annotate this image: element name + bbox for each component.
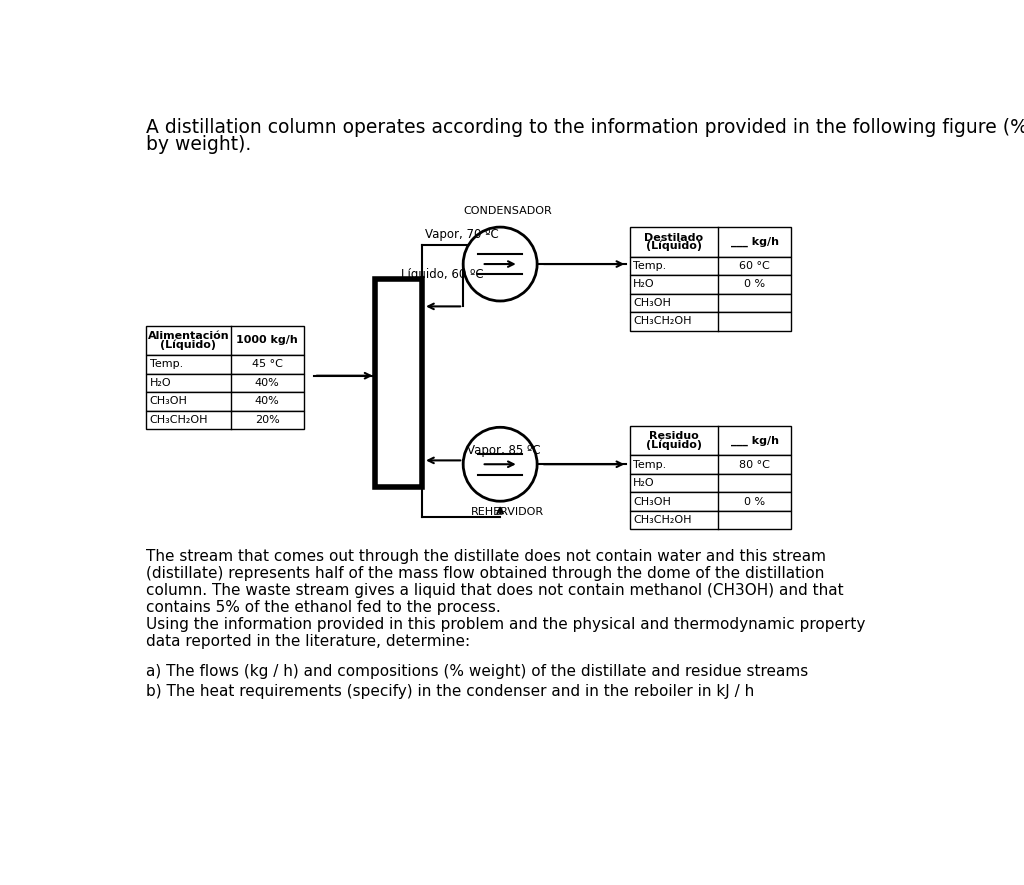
Bar (630, 473, 792, 492)
Bar (630, 257, 792, 275)
Text: Residuo: Residuo (649, 431, 698, 442)
Text: 0 %: 0 % (744, 496, 765, 506)
Text: 45 °C: 45 °C (252, 359, 283, 369)
Text: 0 %: 0 % (744, 280, 765, 289)
Bar (376, 280, 422, 488)
Ellipse shape (463, 427, 538, 501)
Text: Vapor, 85 ºC: Vapor, 85 ºC (467, 443, 541, 457)
Bar (146, 355, 304, 373)
Text: column. The waste stream gives a liquid that does not contain methanol (CH3OH) a: column. The waste stream gives a liquid … (146, 583, 844, 598)
Text: CH₃CH₂OH: CH₃CH₂OH (634, 316, 692, 327)
Text: by weight).: by weight). (146, 135, 251, 154)
Text: REHERVIDOR: REHERVIDOR (471, 507, 545, 518)
Text: ___ kg/h: ___ kg/h (731, 435, 778, 446)
Text: Líquido, 60 ºC: Líquido, 60 ºC (401, 268, 483, 281)
Text: b) The heat requirements (specify) in the condenser and in the reboiler in kJ / : b) The heat requirements (specify) in th… (146, 684, 755, 699)
Text: 1000 kg/h: 1000 kg/h (237, 335, 298, 345)
Text: (distillate) represents half of the mass flow obtained through the dome of the d: (distillate) represents half of the mass… (146, 566, 824, 581)
Text: (Líquido): (Líquido) (646, 440, 701, 450)
Bar (630, 426, 792, 455)
Bar (630, 312, 792, 331)
Text: Temp.: Temp. (634, 459, 667, 470)
Text: Destilado: Destilado (644, 233, 703, 242)
Bar (630, 455, 792, 473)
Text: Vapor, 70 ºC: Vapor, 70 ºC (425, 228, 500, 241)
Text: ___ kg/h: ___ kg/h (731, 237, 778, 247)
Bar (630, 227, 792, 257)
Bar (146, 411, 304, 429)
Text: Temp.: Temp. (634, 261, 667, 271)
Text: A distillation column operates according to the information provided in the foll: A distillation column operates according… (146, 118, 1024, 137)
Bar (146, 326, 304, 355)
Text: H₂O: H₂O (634, 478, 655, 488)
Bar (630, 511, 792, 529)
Text: CH₃CH₂OH: CH₃CH₂OH (634, 515, 692, 525)
Text: 40%: 40% (255, 378, 280, 388)
Text: a) The flows (kg / h) and compositions (% weight) of the distillate and residue : a) The flows (kg / h) and compositions (… (146, 665, 808, 680)
Text: CH₃OH: CH₃OH (150, 396, 187, 406)
Text: The stream that comes out through the distillate does not contain water and this: The stream that comes out through the di… (146, 549, 826, 564)
Bar (146, 373, 304, 392)
Text: (Líquido): (Líquido) (646, 241, 701, 251)
Bar (630, 275, 792, 294)
Text: CONDENSADOR: CONDENSADOR (464, 205, 552, 216)
Ellipse shape (463, 227, 538, 301)
Text: 20%: 20% (255, 415, 280, 425)
Text: Using the information provided in this problem and the physical and thermodynami: Using the information provided in this p… (146, 617, 865, 632)
Text: H₂O: H₂O (150, 378, 171, 388)
Text: H₂O: H₂O (634, 280, 655, 289)
Text: contains 5% of the ethanol fed to the process.: contains 5% of the ethanol fed to the pr… (146, 600, 501, 615)
Bar (146, 392, 304, 411)
Text: data reported in the literature, determine:: data reported in the literature, determi… (146, 634, 470, 649)
Bar (630, 294, 792, 312)
Text: 80 °C: 80 °C (739, 459, 770, 470)
Text: Temp.: Temp. (150, 359, 183, 369)
Bar (630, 492, 792, 511)
Text: CH₃CH₂OH: CH₃CH₂OH (150, 415, 208, 425)
Text: 40%: 40% (255, 396, 280, 406)
Text: (Líquido): (Líquido) (161, 340, 216, 350)
Text: CH₃OH: CH₃OH (634, 496, 672, 506)
Text: Alimentación: Alimentación (147, 331, 229, 342)
Text: CH₃OH: CH₃OH (634, 298, 672, 308)
Text: 60 °C: 60 °C (739, 261, 770, 271)
